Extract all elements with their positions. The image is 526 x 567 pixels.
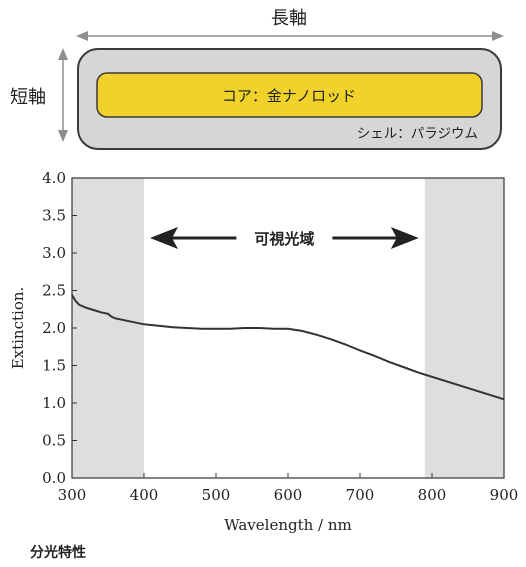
x-tick-label: 900	[490, 486, 519, 504]
visible-region-arrow	[150, 227, 419, 249]
y-tick-label: 4.0	[42, 169, 66, 187]
x-axis-label: Wavelength / nm	[224, 516, 352, 534]
x-tick-label: 800	[418, 486, 447, 504]
shell-label: シェル：パラジウム	[357, 126, 478, 142]
y-tick-label: 0.5	[42, 432, 66, 450]
y-tick-label: 2.0	[42, 319, 66, 337]
x-tick-label: 400	[130, 486, 159, 504]
x-tick-label: 500	[202, 486, 231, 504]
shaded-region-1	[424, 178, 504, 478]
extinction-series-line	[71, 294, 505, 401]
nanorod-diagram: 長軸 短軸 コア：金ナノロッド シェル：パラジウム	[10, 8, 504, 150]
x-tick-label: 300	[58, 486, 87, 504]
core-label: コア：金ナノロッド	[222, 87, 356, 105]
y-tick-label: 0.0	[42, 469, 66, 487]
x-tick-label: 700	[346, 486, 375, 504]
core-rod	[96, 72, 483, 118]
short-axis-label: 短軸	[10, 87, 46, 108]
y-tick-label: 3.0	[42, 244, 66, 262]
long-axis-arrow	[76, 31, 504, 41]
visible-region-label: 可視光域	[254, 230, 314, 248]
extinction-chart: 0.0 0.5 1.0 1.5 2.0 2.5 3.0 3.5 4.0 300 400 500 600…	[9, 169, 518, 534]
axis-ticks	[71, 177, 505, 479]
x-tick-label: 600	[274, 486, 303, 504]
figure-caption: 分光特性	[30, 544, 86, 561]
y-tick-label: 1.5	[42, 357, 66, 375]
long-axis-label: 長軸	[271, 8, 307, 29]
shaded-regions	[72, 178, 504, 478]
x-tick-labels: 300 400 500 600 700 800 900	[58, 486, 519, 504]
y-tick-label: 1.0	[42, 394, 66, 412]
y-tick-label: 3.5	[42, 207, 66, 225]
y-axis-label: Extinction.	[9, 287, 27, 370]
short-axis-arrow	[58, 48, 68, 142]
y-tick-label: 2.5	[42, 282, 66, 300]
shaded-region-0	[72, 178, 144, 478]
y-tick-labels: 0.0 0.5 1.0 1.5 2.0 2.5 3.0 3.5 4.0	[42, 169, 66, 487]
